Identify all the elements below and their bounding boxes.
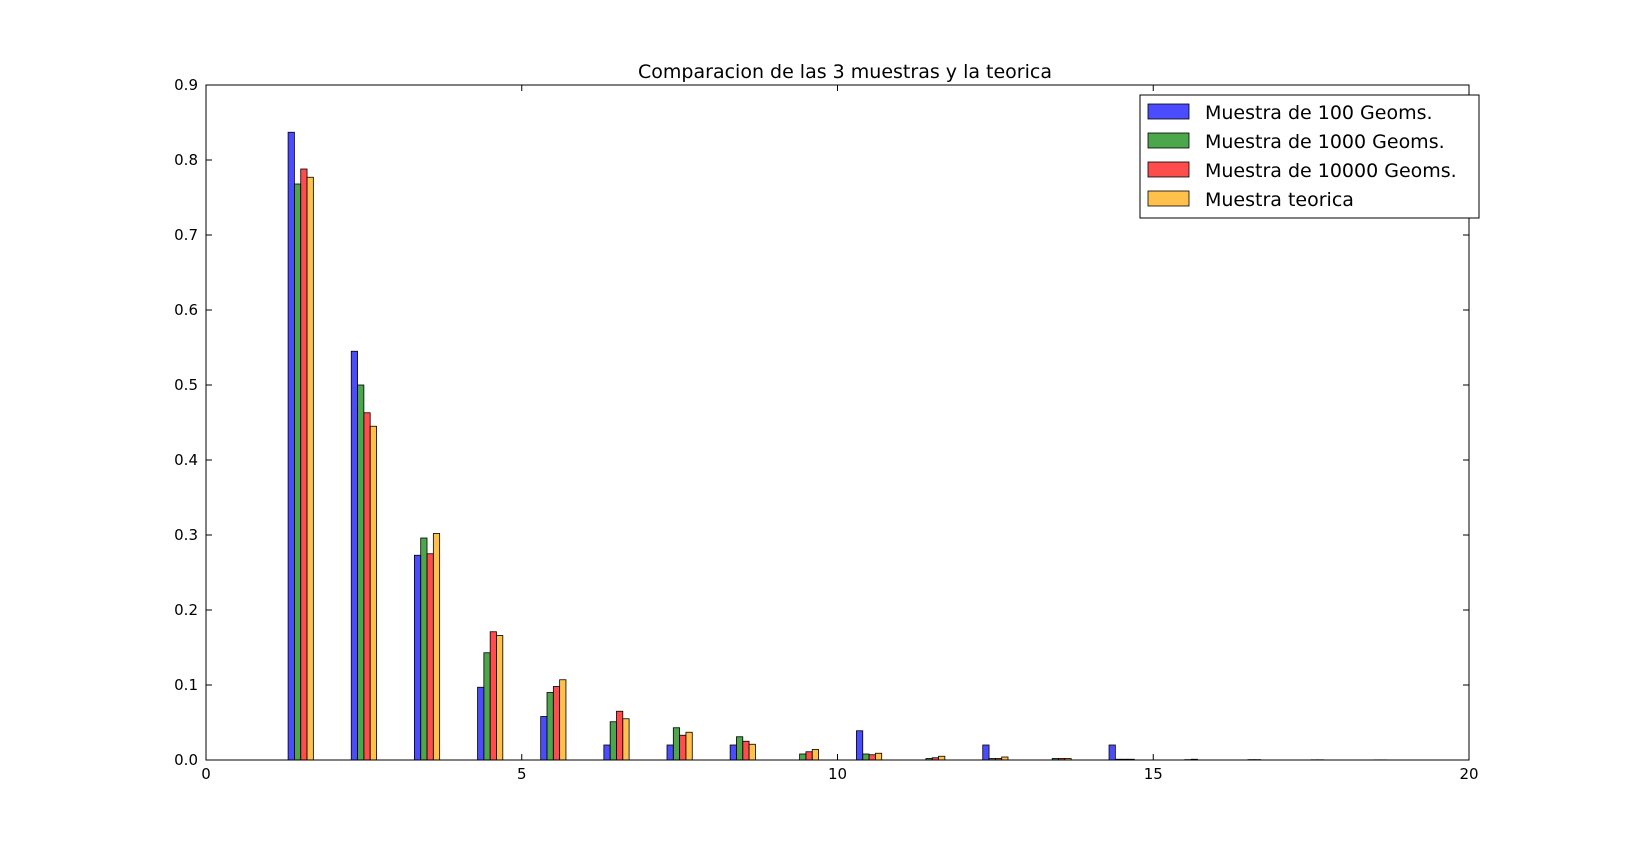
legend-swatch-4 [1147, 190, 1190, 207]
bar-3-9 [805, 751, 813, 761]
bar-4-4 [496, 635, 504, 761]
bar-4-9 [811, 749, 819, 761]
x-tick-label: 10 [828, 765, 847, 783]
bar-3-7 [679, 734, 687, 761]
bar-2-10 [862, 753, 870, 761]
bar-1-12 [982, 744, 990, 761]
y-tick-label: 0.4 [174, 451, 198, 469]
bar-2-4 [483, 652, 491, 761]
bar-3-5 [552, 686, 561, 761]
bar-3-2 [363, 412, 371, 761]
y-tick-label: 0.9 [174, 76, 198, 94]
x-tick-label: 5 [517, 765, 527, 783]
x-tick-label: 0 [201, 765, 211, 783]
legend-swatch-2 [1147, 132, 1190, 149]
bar-2-8 [736, 736, 744, 761]
bar-3-4 [489, 631, 497, 761]
bar-4-1 [306, 176, 314, 761]
bar-4-7 [685, 731, 693, 761]
bar-2-3 [420, 537, 428, 761]
bar-3-10 [868, 754, 876, 761]
bar-1-14 [1108, 744, 1116, 761]
bar-1-6 [603, 744, 611, 761]
legend-swatch-3 [1147, 161, 1190, 178]
chart-title: Comparacion de las 3 muestras y la teori… [638, 61, 1052, 83]
bar-2-5 [546, 692, 554, 761]
bar-1-7 [666, 744, 674, 761]
bar-1-8 [729, 744, 737, 761]
bar-3-8 [742, 740, 750, 761]
x-tick-label: 20 [1459, 765, 1478, 783]
y-tick-label: 0.8 [174, 151, 198, 169]
bar-2-6 [609, 721, 617, 761]
y-tick-label: 0.5 [174, 376, 198, 394]
bar-1-1 [287, 131, 295, 761]
bar-1-5 [540, 716, 548, 761]
bar-4-2 [369, 425, 377, 761]
y-tick-label: 0.0 [174, 751, 198, 769]
bar-1-4 [477, 686, 485, 761]
legend-label-3: Muestra de 10000 Geoms. [1205, 160, 1457, 182]
legend-label-2: Muestra de 1000 Geoms. [1205, 131, 1445, 153]
bar-2-9 [799, 753, 807, 761]
bars-group [287, 131, 1388, 761]
bar-4-5 [559, 679, 567, 761]
bar-1-10 [856, 730, 864, 761]
bar-4-11 [938, 755, 946, 761]
bar-3-3 [426, 553, 434, 761]
bar-2-7 [672, 727, 681, 761]
bar-4-6 [622, 718, 630, 761]
bar-4-3 [432, 533, 441, 761]
bar-1-3 [413, 554, 422, 761]
legend-swatch-1 [1147, 103, 1190, 120]
bar-2-2 [357, 384, 365, 761]
axes-group: 0 5 10 15 20 0.0 0.1 0.2 0.3 0.4 0.5 0.6 0.7 0.8 0.9 [174, 76, 1478, 783]
x-tick-label: 15 [1144, 765, 1163, 783]
y-tick-label: 0.1 [174, 676, 198, 694]
legend-label-4: Muestra teorica [1205, 189, 1354, 211]
bar-1-2 [350, 350, 358, 761]
bar-3-6 [616, 710, 624, 761]
bar-4-8 [748, 743, 756, 761]
bar-4-10 [874, 752, 883, 761]
bar-3-1 [300, 168, 308, 761]
y-tick-label: 0.7 [174, 226, 198, 244]
bar-2-1 [294, 183, 302, 761]
legend-label-1: Muestra de 100 Geoms. [1205, 102, 1433, 124]
legend: Muestra de 100 Geoms. Muestra de 1000 Geo… [1139, 94, 1480, 219]
y-tick-label: 0.3 [174, 526, 198, 544]
y-tick-label: 0.2 [174, 601, 198, 619]
legend-frame [1139, 94, 1480, 219]
y-tick-label: 0.6 [174, 301, 198, 319]
